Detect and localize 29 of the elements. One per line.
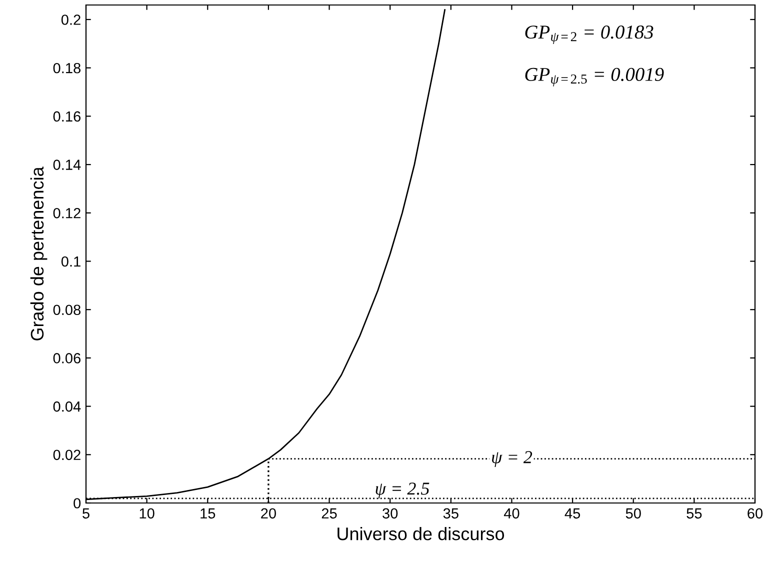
y-tick-label: 0.12: [53, 208, 80, 218]
x-tick-label: 15: [200, 508, 216, 519]
x-tick-label: 25: [322, 508, 337, 519]
y-axis-title: Grado de pertenencia: [30, 166, 48, 340]
y-tick-label: 0.08: [53, 304, 81, 316]
annotation: GP$_{ψ=2}$ = 0.0183: [525, 26, 654, 44]
x-tick-label: 5: [82, 508, 90, 519]
y-tick-label: 0.14: [53, 160, 81, 170]
x-tick-label: 50: [626, 508, 641, 519]
y-tick-label: 0: [74, 498, 81, 508]
x-tick-label: 30: [382, 508, 398, 519]
x-tick-label: 45: [564, 508, 580, 519]
y-tick-label: 0.04: [53, 401, 81, 412]
annotation: GP$_{ψ=2.5}$ = 0.0019: [525, 68, 664, 86]
x-tick-label: 60: [748, 508, 763, 519]
y-tick-label: 0.02: [53, 450, 80, 460]
x-tick-label: 20: [261, 508, 276, 519]
x-axis-title: Universo de discurso: [338, 527, 504, 540]
x-tick-label: 40: [504, 508, 520, 519]
y-tick-label: 0.18: [53, 62, 81, 74]
y-tick-label: 0.06: [53, 353, 80, 364]
x-tick-label: 55: [686, 508, 702, 519]
y-tick-label: 0.1: [61, 256, 80, 267]
y-tick-label: 0.2: [61, 14, 80, 25]
x-tick-label: 10: [140, 508, 154, 519]
x-tick-label: 35: [443, 508, 458, 519]
annotation: ψ = 2: [492, 451, 532, 467]
y-tick-label: 0.16: [53, 111, 80, 122]
annotation: ψ = 2.5: [376, 482, 430, 498]
